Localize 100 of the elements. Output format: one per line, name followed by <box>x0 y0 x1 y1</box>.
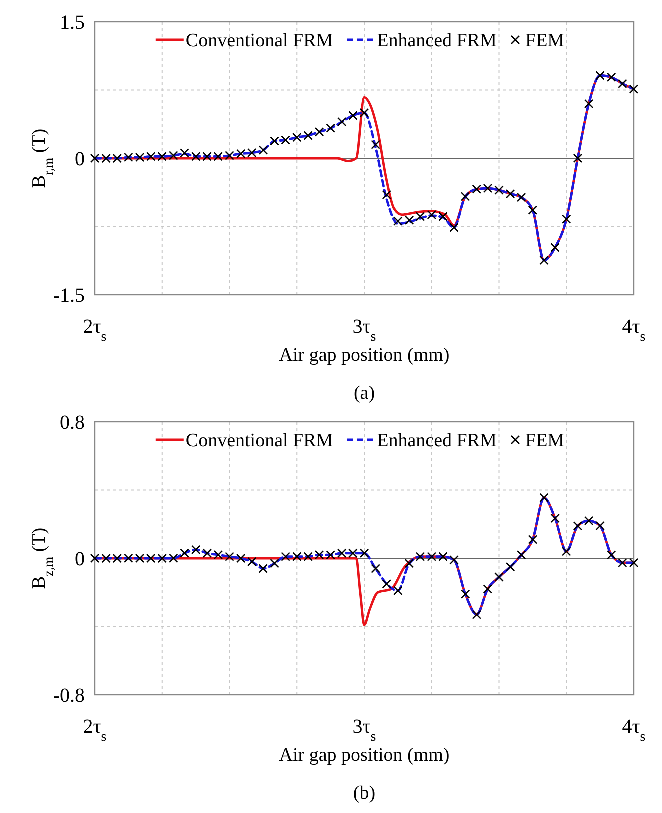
point <box>450 556 459 565</box>
point <box>247 557 257 567</box>
x-tick-label: 3τ$_{s}$ <box>352 316 376 344</box>
point <box>427 210 437 220</box>
point <box>528 206 538 216</box>
point <box>404 216 414 226</box>
point <box>540 256 549 266</box>
point <box>371 140 380 150</box>
point <box>584 99 594 109</box>
point <box>629 558 639 568</box>
point <box>540 493 549 503</box>
x-tick-label: 4τ$_{s}$ <box>622 316 646 344</box>
point <box>225 552 234 562</box>
point <box>494 572 504 582</box>
x-axis-title: Air gap position (mm) <box>279 345 450 366</box>
point <box>191 545 201 555</box>
x-tick-label: 2τ$_{s}$ <box>83 316 107 344</box>
x-axis-title: Air gap position (mm) <box>279 745 450 766</box>
point <box>618 79 628 89</box>
legend-label: Conventional FRM <box>186 30 334 52</box>
point <box>550 514 560 524</box>
point <box>573 521 583 531</box>
point <box>438 212 448 222</box>
point <box>550 243 560 252</box>
point <box>191 152 201 162</box>
point <box>158 554 168 564</box>
y-tick-label: 0 <box>75 148 85 170</box>
point <box>606 72 616 82</box>
point <box>438 552 448 562</box>
point <box>90 554 100 564</box>
point <box>629 84 639 94</box>
text: (b) <box>353 783 376 804</box>
point <box>562 214 572 224</box>
point <box>450 223 459 232</box>
point <box>360 548 370 558</box>
x-tick-label: 2τ$_{s}$ <box>83 716 107 744</box>
point <box>472 610 482 620</box>
point <box>158 152 168 162</box>
point <box>236 554 246 564</box>
point <box>562 547 572 556</box>
legend-label: FEM <box>526 430 565 452</box>
point <box>169 554 178 564</box>
point <box>225 151 234 160</box>
point <box>360 108 370 118</box>
point <box>596 521 605 531</box>
point <box>371 564 380 574</box>
point <box>337 117 347 127</box>
point <box>304 131 314 140</box>
text: (a) <box>354 383 376 404</box>
point <box>180 548 190 558</box>
point <box>292 132 302 142</box>
point <box>292 552 302 562</box>
point <box>516 550 526 560</box>
point <box>516 192 526 202</box>
legend-label: Conventional FRM <box>186 430 334 452</box>
point <box>404 558 414 568</box>
point <box>584 516 594 526</box>
y-tick-label: 0 <box>75 548 85 570</box>
point <box>382 190 392 200</box>
point <box>427 552 437 562</box>
x-tick-label: 3τ$_{s}$ <box>352 716 376 744</box>
point <box>124 554 134 564</box>
point <box>180 148 190 158</box>
point <box>214 550 224 560</box>
y-tick-label: 1.5 <box>60 12 85 34</box>
legend-label: FEM <box>526 30 565 52</box>
point <box>348 111 358 120</box>
point <box>258 146 268 155</box>
point <box>382 579 392 589</box>
point <box>281 552 290 562</box>
point <box>394 216 403 226</box>
point <box>314 127 324 137</box>
point <box>394 586 403 596</box>
point <box>326 124 336 134</box>
point <box>606 550 616 560</box>
point <box>90 154 100 164</box>
point <box>596 71 605 80</box>
point <box>326 550 336 560</box>
point <box>483 584 493 594</box>
point <box>416 552 426 562</box>
y-tick-label: 0.8 <box>60 412 85 434</box>
point <box>169 151 178 160</box>
legend-label: Enhanced FRM <box>377 30 497 52</box>
point <box>460 590 470 599</box>
line-series <box>94 74 636 262</box>
point <box>618 558 628 568</box>
point <box>528 535 538 544</box>
point <box>304 552 314 562</box>
point <box>258 564 268 574</box>
point <box>506 189 516 199</box>
point <box>416 212 426 222</box>
y-tick-label: -0.8 <box>53 685 85 707</box>
point <box>124 152 134 162</box>
point <box>270 558 280 568</box>
point <box>202 548 212 558</box>
point <box>494 186 504 195</box>
point <box>460 192 470 202</box>
x-tick-label: 4τ$_{s}$ <box>622 716 646 744</box>
point <box>573 154 583 164</box>
legend-label: Enhanced FRM <box>377 430 497 452</box>
